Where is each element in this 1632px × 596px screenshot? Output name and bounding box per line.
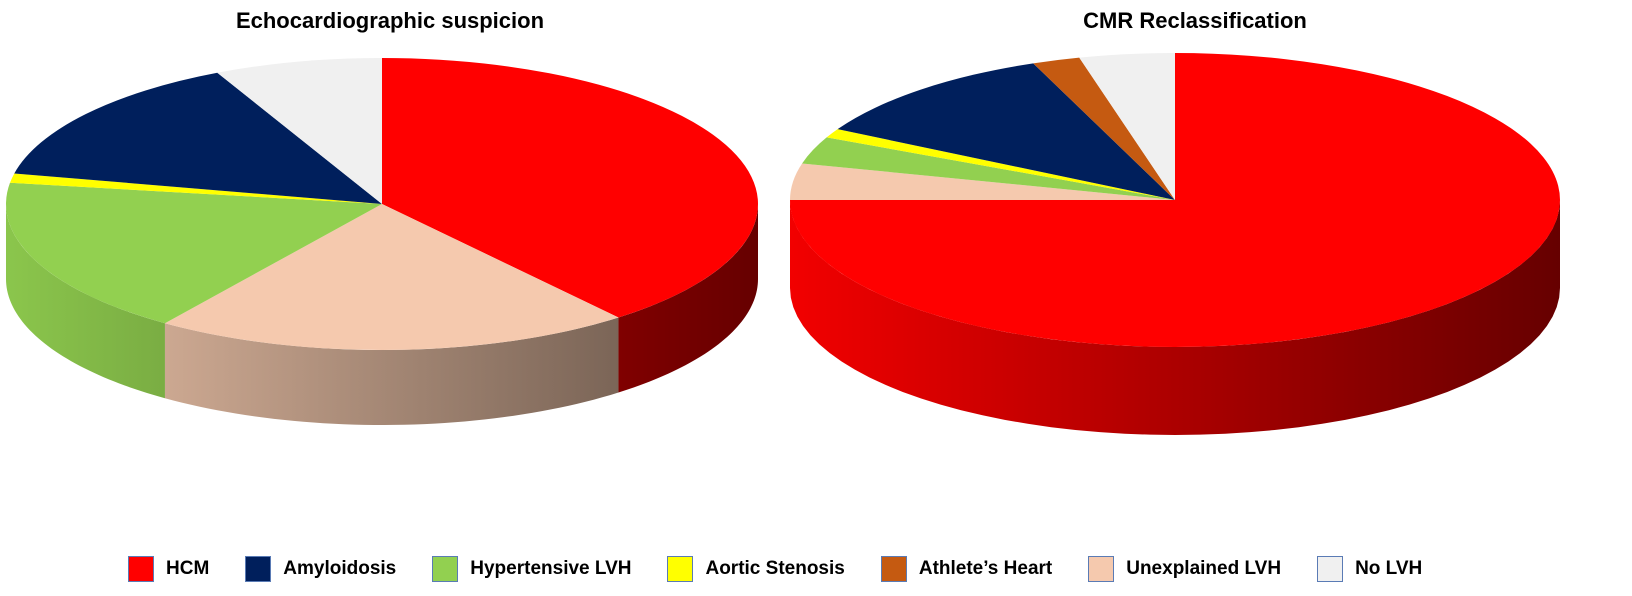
legend-item: Aortic Stenosis: [667, 556, 845, 582]
pie-slice-no-lvh: [1079, 53, 1175, 200]
legend-label: HCM: [166, 558, 210, 579]
pie-slice-hcm: [382, 58, 758, 318]
pie-slice-aortic-stenosis: [9, 173, 383, 204]
legend-label: Amyloidosis: [283, 558, 397, 579]
legend-item: Athlete’s Heart: [880, 556, 1053, 582]
pie-slice-athlete-s-heart: [1033, 57, 1175, 201]
pie-slice-no-lvh: [217, 58, 382, 204]
legend-swatch: [432, 556, 459, 582]
pie-side-hcm: [618, 204, 758, 393]
legend-swatch: [1088, 556, 1115, 582]
legend-label: Aortic Stenosis: [705, 558, 845, 579]
legend-label: Unexplained LVH: [1126, 558, 1282, 579]
pie-slice-amyloidosis: [14, 72, 382, 204]
pie-slice-hypertensive-lvh: [5, 182, 382, 324]
pie-slice-hypertensive-lvh: [802, 137, 1175, 200]
legend-label: Hypertensive LVH: [470, 558, 632, 579]
pie-chart-echocardiographic: [5, 58, 758, 425]
pie-slice-amyloidosis: [837, 63, 1175, 200]
legend-swatch: [880, 556, 907, 582]
legend-label: No LVH: [1355, 558, 1423, 579]
pie-slice-aortic-stenosis: [826, 129, 1175, 200]
chart-title-echocardiographic: Echocardiographic suspicion: [235, 8, 545, 33]
legend-item: Amyloidosis: [245, 556, 396, 582]
pie-slice-unexplained-lvh: [164, 204, 619, 350]
pie-slice-unexplained-lvh: [790, 163, 1175, 200]
legend-label: Athlete’s Heart: [918, 558, 1053, 579]
legend: HCM Amyloidosis Hypertensive LVH Aortic Ste…: [128, 556, 1422, 582]
pie-side-hcm: [790, 200, 1560, 435]
legend-swatch: [245, 556, 272, 582]
pie-chart-cmr: [790, 53, 1560, 435]
legend-item: Hypertensive LVH: [432, 556, 631, 582]
chart-title-cmr: CMR Reclassification: [1083, 8, 1307, 33]
pie-side-hypertensive-lvh: [6, 204, 165, 399]
legend-swatch: [128, 556, 154, 582]
legend-swatch: [1317, 556, 1344, 582]
legend-item: Unexplained LVH: [1088, 556, 1281, 582]
pie-side-unexplained-lvh: [164, 317, 619, 425]
legend-item: HCM: [128, 556, 209, 582]
legend-swatch: [667, 556, 694, 582]
legend-item: No LVH: [1317, 556, 1422, 582]
